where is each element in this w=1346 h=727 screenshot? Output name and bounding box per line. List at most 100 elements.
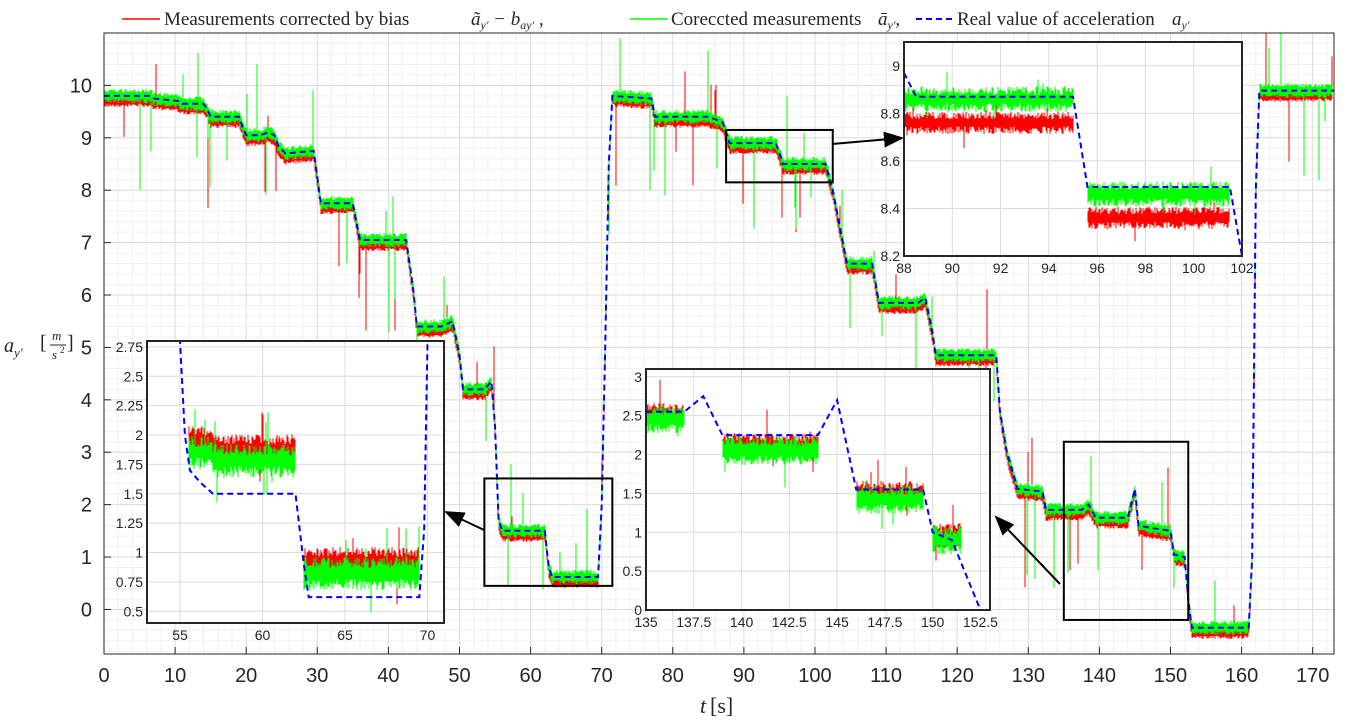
inset-x-tick-label: 90 (944, 260, 960, 276)
y-axis-unit-num: m (52, 328, 61, 343)
x-tick-label: 170 (1296, 665, 1329, 687)
inset-x-tick-label: 55 (172, 627, 188, 643)
inset-y-tick-label: 0.5 (124, 603, 144, 619)
y-axis-unit-den: s (52, 347, 57, 362)
x-tick-label: 70 (591, 665, 613, 687)
inset-y-tick-label: 1.5 (124, 486, 144, 502)
series-blue-real-value (104, 89, 1334, 629)
inset-y-tick-label: 0.75 (116, 574, 143, 590)
inset-x-tick-label: 142.5 (772, 614, 807, 630)
inset-x-tick-label: 65 (337, 627, 353, 643)
inset-y-tick-label: 1.25 (116, 515, 143, 531)
zoom-box-left (483, 477, 614, 587)
inset-x-tick-label: 92 (993, 260, 1009, 276)
y-tick-label: 4 (81, 390, 92, 412)
x-tick-label: 80 (662, 665, 684, 687)
x-tick-label: 0 (98, 665, 109, 687)
y-axis-bracket-open: [ (40, 332, 47, 354)
inset-center: 135 137.5 140 142.5 145 147.5 150 152.5 0 0.5 1 1.5… (623, 368, 998, 630)
y-tick-label: 5 (81, 337, 92, 359)
insets: 55 60 65 70 0.5 0.75 1 1.25 1.5 1.75 2 2.25 2.5 2.75 8… (116, 41, 1254, 643)
inset-left: 55 60 65 70 0.5 0.75 1 1.25 1.5 1.75 2 2.25 2.5 2.75 (116, 339, 445, 643)
x-tick-label: 40 (377, 665, 399, 687)
x-tick-label: 90 (733, 665, 755, 687)
y-axis-unit-exp: 2 (60, 345, 65, 355)
arrow-center (994, 515, 1061, 585)
inset-x-tick-label: 98 (1138, 260, 1154, 276)
inset-x-tick-label: 135 (634, 614, 658, 630)
x-tick-label: 100 (798, 665, 831, 687)
inset-center-frame (645, 368, 991, 611)
inset-series-blue (646, 394, 982, 611)
inset-x-tick-label: 60 (255, 627, 271, 643)
y-tick-label: 3 (81, 442, 92, 464)
axis-labels: ay' [ m s 2 ] t [s] (4, 328, 733, 718)
inset-y-tick-label: 1.5 (623, 485, 643, 501)
inset-y-tick-label: 2.5 (623, 408, 643, 424)
x-axis-label-unit: [s] (710, 693, 733, 718)
x-tick-label: 120 (940, 665, 973, 687)
y-tick-label: 9 (81, 128, 92, 150)
y-axis-bracket-close: ] (67, 332, 74, 354)
inset-y-tick-label: 2 (135, 427, 143, 443)
y-axis-label: ay' (4, 335, 23, 360)
inset-y-tick-label: 8.8 (881, 105, 901, 121)
inset-series-blue (903, 72, 1243, 257)
x-axis-label-t: t (700, 693, 707, 718)
zoom-box-center (1062, 440, 1190, 621)
inset-y-tick-label: 1 (135, 545, 143, 561)
legend: Measurements corrected by bias ãy' − bay… (122, 9, 1190, 32)
legend-red-math: ãy' − bay' , (471, 9, 544, 32)
y-tick-label: 0 (81, 599, 92, 621)
arrow-top (831, 131, 904, 148)
zoom-box-top (725, 128, 834, 184)
main-series (104, 89, 1334, 629)
inset-y-tick-label: 3 (634, 369, 642, 385)
inset-y-tick-label: 1.75 (116, 456, 143, 472)
inset-y-tick-label: 2.5 (124, 368, 144, 384)
inset-y-tick-label: 9 (892, 58, 900, 74)
inset-top-right: 88 90 92 94 96 98 100 102 8.2 8.4 8.6 8.8 9 (881, 41, 1254, 276)
inset-center-background (646, 369, 990, 610)
inset-x-tick-label: 88 (896, 260, 912, 276)
y-tick-label: 7 (81, 233, 92, 255)
legend-blue-math: ay' (1172, 9, 1190, 32)
x-tick-label: 160 (1225, 665, 1258, 687)
arrow-left (444, 511, 485, 531)
legend-green-math: āy', (878, 9, 900, 32)
x-tick-label: 30 (306, 665, 328, 687)
inset-x-tick-label: 150 (921, 614, 945, 630)
x-tick-label: 110 (870, 665, 902, 687)
inset-x-tick-label: 96 (1089, 260, 1105, 276)
inset-x-tick-label: 94 (1041, 260, 1057, 276)
inset-top-right-frame (903, 41, 1243, 257)
inset-left-frame (146, 340, 445, 624)
inset-y-tick-label: 1 (634, 524, 642, 540)
inset-x-tick-label: 152.5 (963, 614, 998, 630)
inset-y-tick-label: 2.75 (116, 339, 143, 355)
inset-x-tick-label: 140 (730, 614, 754, 630)
inset-series-green (188, 409, 420, 613)
x-tick-label: 20 (235, 665, 257, 687)
y-tick-label: 2 (81, 495, 92, 517)
y-tick-label: 6 (81, 285, 92, 307)
inset-x-tick-label: 137.5 (676, 614, 711, 630)
inset-series-blue (147, 340, 429, 599)
inset-x-tick-label: 147.5 (867, 614, 902, 630)
main-axes: 0 10 20 30 40 50 60 70 80 90 100 110 120 130 140 150 160… (70, 32, 1335, 687)
y-tick-label: 1 (81, 547, 92, 569)
inset-y-tick-label: 2.25 (116, 398, 143, 414)
x-tick-label: 50 (448, 665, 470, 687)
inset-x-tick-label: 70 (420, 627, 436, 643)
axes-box (103, 32, 1335, 655)
y-tick-label: 8 (81, 180, 92, 202)
inset-y-tick-label: 0.5 (623, 563, 643, 579)
inset-x-tick-label: 102 (1230, 260, 1254, 276)
y-tick-label: 10 (70, 75, 92, 97)
zoom-boxes (444, 128, 1190, 621)
inset-y-tick-label: 8.2 (881, 248, 901, 264)
x-tick-label: 10 (164, 665, 186, 687)
x-tick-label: 140 (1083, 665, 1116, 687)
